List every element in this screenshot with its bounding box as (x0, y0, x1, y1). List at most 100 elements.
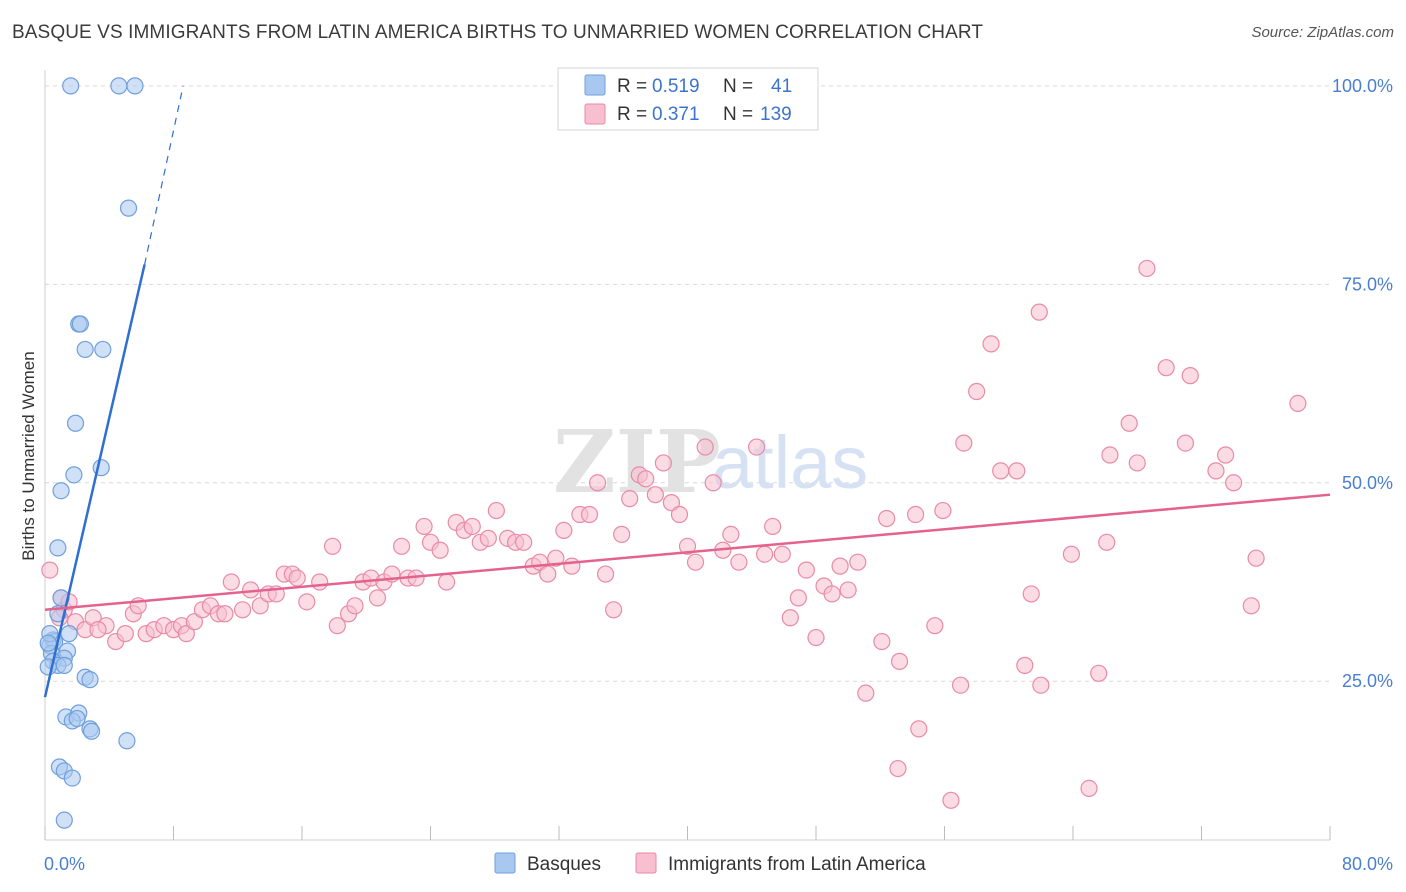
latin-america-point-120 (1098, 533, 1116, 551)
latin-america-point-31 (298, 593, 316, 611)
chart-source: Source: ZipAtlas.com (1251, 24, 1394, 41)
series-latin-america-points (41, 259, 1307, 809)
basques-point-10 (65, 466, 83, 484)
latin-america-point-79 (696, 438, 714, 456)
y-tick-label-3: 100.0% (1332, 76, 1393, 96)
basques-point-31 (68, 709, 86, 728)
latin-america-point-8 (116, 625, 134, 643)
latin-america-point-39 (368, 589, 387, 607)
y-tick-label-2: 75.0% (1342, 274, 1393, 294)
latin-america-point-117 (1062, 545, 1080, 563)
trend-line-basques-extension (144, 85, 184, 265)
latin-america-point-32 (311, 573, 329, 591)
latin-america-point-97 (857, 684, 875, 702)
latin-america-point-78 (686, 553, 705, 571)
y-tick-label-0: 25.0% (1342, 671, 1393, 691)
basques-point-37 (63, 769, 81, 787)
latin-america-point-119 (1090, 664, 1108, 682)
latin-america-point-67 (596, 565, 615, 583)
legend-r-label-latin-america: R = (617, 104, 647, 125)
basques-point-3 (119, 199, 138, 217)
correlation-legend: R = 0.519 N = 41 R = 0.371 N = 139 (557, 67, 819, 131)
latin-america-point-122 (1120, 414, 1138, 432)
latin-america-point-103 (910, 720, 928, 738)
y-tick-labels: 25.0% 50.0% 75.0% 100.0% (1332, 76, 1393, 691)
latin-america-point-30 (288, 569, 306, 587)
latin-america-point-129 (1216, 446, 1235, 464)
latin-america-point-54 (487, 501, 505, 520)
legend-n-label-latin-america: N = (723, 104, 753, 125)
chart-title: BASQUE VS IMMIGRANTS FROM LATIN AMERICA … (12, 22, 984, 43)
basques-point-27 (81, 671, 99, 689)
latin-america-point-99 (878, 509, 896, 528)
latin-america-point-127 (1181, 367, 1199, 385)
latin-america-point-90 (797, 561, 815, 579)
latin-america-point-51 (463, 517, 481, 536)
latin-america-point-16 (177, 625, 195, 643)
bottom-legend-swatch-latin-america (635, 852, 657, 874)
basques-point-24 (55, 656, 73, 674)
latin-america-point-114 (1022, 585, 1040, 603)
latin-america-point-98 (873, 632, 891, 651)
latin-america-point-108 (955, 434, 973, 452)
latin-america-point-128 (1207, 462, 1225, 480)
legend-n-value-latin-america: 139 (760, 104, 792, 125)
latin-america-point-105 (934, 501, 952, 520)
latin-america-point-126 (1176, 434, 1195, 452)
latin-america-point-66 (588, 474, 607, 492)
legend-swatch-latin-america (584, 103, 606, 125)
latin-america-point-21 (216, 605, 234, 623)
latin-america-point-23 (233, 601, 252, 619)
latin-america-point-102 (906, 505, 925, 524)
latin-america-point-70 (621, 490, 639, 508)
latin-america-point-42 (392, 537, 411, 555)
latin-america-point-135 (89, 621, 107, 639)
latin-america-point-85 (755, 545, 774, 563)
latin-america-point-132 (1247, 549, 1265, 567)
latin-america-point-33 (323, 537, 342, 555)
latin-america-point-57 (515, 533, 533, 551)
bottom-legend-label-basques: Basques (527, 854, 601, 875)
latin-america-point-106 (942, 791, 960, 809)
latin-america-point-25 (251, 597, 269, 615)
watermark: ZIP atlas (553, 412, 868, 513)
latin-america-point-109 (968, 382, 986, 401)
legend-swatch-basques (584, 74, 606, 96)
basques-point-34 (118, 732, 136, 750)
latin-america-point-72 (637, 470, 655, 488)
latin-america-point-22 (222, 573, 240, 591)
latin-america-point-77 (678, 537, 697, 555)
y-axis-title: Births to Unmarried Women (19, 351, 38, 560)
basques-point-8 (66, 414, 85, 432)
basques-point-11 (52, 482, 70, 500)
basques-point-38 (55, 811, 73, 829)
bottom-legend-label-latin-america: Immigrants from Latin America (668, 854, 926, 875)
latin-america-point-125 (1157, 359, 1175, 377)
basques-point-40 (39, 634, 57, 652)
latin-america-point-121 (1101, 446, 1119, 464)
legend-r-value-basques: 0.519 (652, 76, 700, 97)
latin-america-point-0 (41, 561, 59, 579)
latin-america-point-93 (823, 585, 841, 603)
latin-america-point-45 (415, 517, 433, 536)
latin-america-point-47 (431, 541, 449, 559)
watermark-atlas: atlas (712, 421, 868, 504)
latin-america-point-84 (747, 438, 766, 456)
latin-america-point-110 (982, 335, 1000, 353)
trend-line-basques (43, 264, 146, 698)
basques-point-6 (76, 340, 94, 359)
basques-point-12 (49, 539, 67, 557)
latin-america-point-36 (346, 597, 364, 615)
y-tick-label-1: 50.0% (1342, 473, 1393, 493)
basques-point-1 (110, 77, 128, 95)
basques-point-33 (82, 722, 101, 740)
trend-line-latin-america (44, 493, 1331, 612)
trend-lines (43, 85, 1331, 698)
latin-america-point-118 (1080, 779, 1098, 798)
latin-america-point-91 (807, 628, 825, 647)
latin-america-point-88 (781, 609, 799, 627)
basques-point-7 (94, 340, 112, 359)
latin-america-point-63 (563, 557, 581, 575)
latin-america-point-104 (926, 617, 944, 635)
latin-america-point-76 (670, 505, 689, 524)
